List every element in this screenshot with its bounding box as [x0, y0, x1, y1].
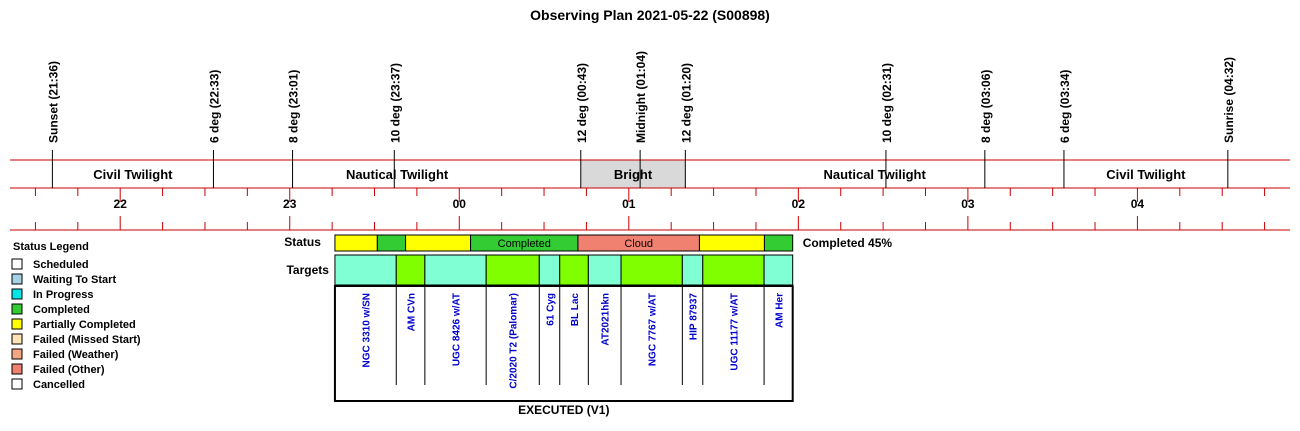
- target-block: [538, 254, 561, 286]
- legend-swatch: [11, 273, 23, 285]
- target-block: [702, 254, 765, 286]
- target-name: HIP 87937: [689, 293, 700, 341]
- event-label: 6 deg (03:34): [1058, 70, 1072, 143]
- target-name: 61 Cyg: [546, 293, 557, 326]
- hour-tick-label: 01: [622, 197, 636, 211]
- schedule-panel: Status Targets Completed Cloud Completed 45%…: [284, 234, 893, 417]
- legend-swatch: [11, 348, 23, 360]
- executed-footer: EXECUTED (V1): [518, 403, 609, 417]
- event-label: Sunset (21:36): [46, 61, 60, 143]
- hour-tick-label: 03: [961, 197, 975, 211]
- hour-tick-label: 04: [1131, 197, 1145, 211]
- status-segment-label: Cloud: [624, 238, 653, 250]
- twilight-band: [685, 160, 1064, 188]
- target-name: UGC 8426 w/AT: [452, 293, 463, 366]
- legend-item-label: Waiting To Start: [33, 274, 116, 286]
- twilight-band: [1063, 160, 1228, 188]
- status-segment: [405, 234, 472, 252]
- status-segment-label: Completed: [498, 238, 551, 250]
- legend-item-label: Failed (Weather): [33, 349, 119, 361]
- status-segment: [376, 234, 407, 252]
- hour-tick-label: 23: [283, 197, 297, 211]
- legend-swatch: [11, 333, 23, 345]
- target-names-box: [333, 285, 794, 402]
- target-block: [587, 254, 622, 286]
- legend-item-label: Completed: [33, 304, 90, 316]
- legend-item-label: Scheduled: [33, 259, 89, 271]
- target-name: AT2021hkn: [601, 293, 612, 346]
- legend-item-label: In Progress: [33, 289, 94, 301]
- legend-item-label: Failed (Missed Start): [33, 334, 141, 346]
- twilight-band-label: Nautical Twilight: [346, 167, 449, 182]
- target-block: [681, 254, 704, 286]
- target-block: [395, 254, 426, 286]
- twilight-band-label: Civil Twilight: [93, 167, 173, 182]
- legend-item-label: Failed (Other): [33, 364, 105, 376]
- target-name: BL Lac: [570, 293, 581, 327]
- status-segment: [334, 234, 378, 252]
- legend-swatch: [11, 258, 23, 270]
- event-markers: Sunset (21:36) 6 deg (22:33) 8 deg (23:01)…: [46, 51, 1236, 188]
- target-block: [620, 254, 683, 286]
- legend-swatch: [11, 378, 23, 390]
- target-name: C/2020 T2 (Palomar): [509, 293, 520, 389]
- legend-swatch: [11, 363, 23, 375]
- target-block: [559, 254, 589, 286]
- target-block: [424, 254, 487, 286]
- event-label: Sunrise (04:32): [1222, 57, 1236, 143]
- event-label: 10 deg (23:37): [388, 63, 402, 143]
- status-row-label: Status: [284, 235, 321, 249]
- event-label: Midnight (01:04): [634, 51, 648, 143]
- target-name: NGC 3310 w/SN: [362, 293, 373, 367]
- event-label: 8 deg (03:06): [979, 70, 993, 143]
- targets-row-label: Targets: [286, 263, 329, 277]
- legend-title: Status Legend: [13, 241, 89, 253]
- twilight-band-label: Civil Twilight: [1106, 167, 1186, 182]
- hour-tick-label: 22: [114, 197, 128, 211]
- legend-swatch: [11, 318, 23, 330]
- hour-tick-label: 02: [792, 197, 806, 211]
- status-segment: [763, 234, 794, 252]
- twilight-band-label: Nautical Twilight: [823, 167, 926, 182]
- event-label: 8 deg (23:01): [287, 70, 301, 143]
- target-block: [763, 254, 794, 286]
- hour-tick-label: 00: [453, 197, 467, 211]
- time-axis: Civil Twilight Nautical Twilight Bright Nau…: [10, 159, 1290, 231]
- chart-title: Observing Plan 2021-05-22 (S00898): [530, 7, 770, 23]
- completion-text: Completed 45%: [803, 236, 893, 250]
- event-label: 10 deg (02:31): [880, 63, 894, 143]
- target-block: [334, 254, 397, 286]
- legend-swatch: [11, 288, 23, 300]
- legend-swatch: [11, 303, 23, 315]
- legend-item-label: Cancelled: [33, 379, 85, 391]
- status-legend: Status Legend Scheduled Waiting To Start In…: [11, 241, 141, 391]
- target-block: [485, 254, 540, 286]
- target-name: AM Her: [774, 293, 785, 328]
- twilight-band: [213, 160, 581, 188]
- target-name: AM CVn: [407, 293, 418, 331]
- twilight-band: [52, 160, 214, 188]
- target-name: UGC 11177 w/AT: [729, 293, 740, 371]
- target-name: NGC 7767 w/AT: [648, 293, 659, 366]
- event-label: 12 deg (00:43): [575, 63, 589, 143]
- twilight-band-label: Bright: [614, 167, 653, 182]
- status-segment: [698, 234, 765, 252]
- twilight-band: [580, 160, 686, 188]
- legend-item-label: Partially Completed: [33, 319, 136, 331]
- event-label: 6 deg (22:33): [207, 70, 221, 143]
- event-label: 12 deg (01:20): [679, 63, 693, 143]
